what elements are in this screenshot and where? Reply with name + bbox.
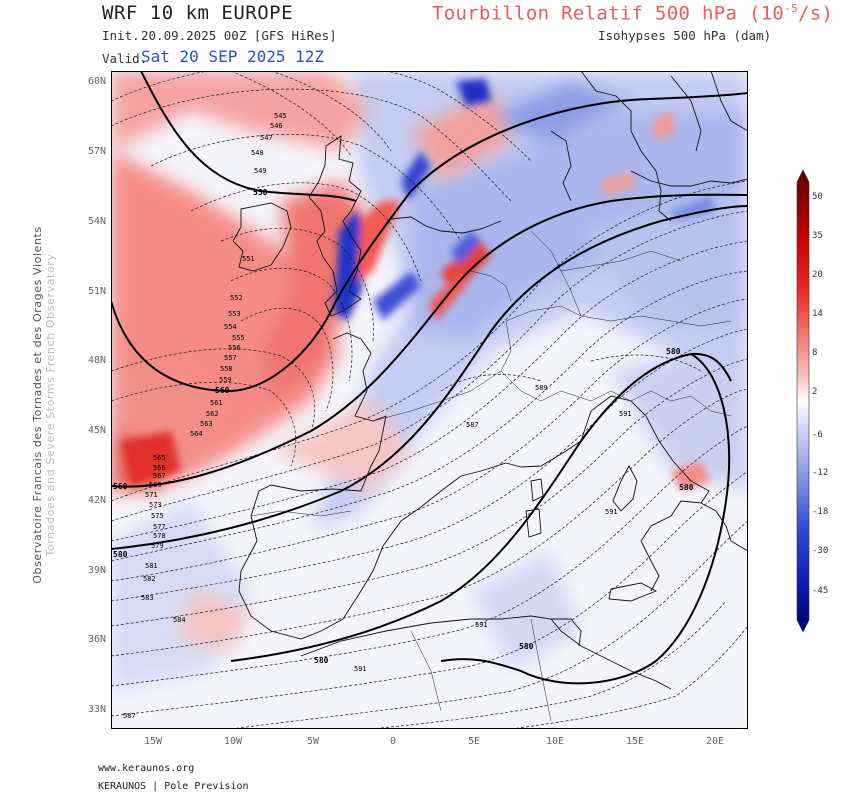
major-isohypses (111, 71, 748, 685)
lon-label-10e: 10E (545, 736, 565, 747)
contour-label: 551 (242, 255, 255, 263)
colorbar-label: -12 (812, 468, 829, 478)
colorbar-label: 35 (812, 231, 823, 241)
country-borders (250, 230, 732, 722)
contour-label-550: 550 (253, 188, 268, 197)
contour-label: 555 (232, 334, 245, 342)
contour-label: 589 (535, 384, 548, 392)
vorticity-map: 550 560 560 580 580 580 580 580 545 546 … (111, 71, 748, 729)
contour-label: 577 (153, 523, 166, 531)
contour-label: 549 (254, 167, 267, 175)
valid-label: Valid. (102, 51, 148, 66)
contour-label: 575 (151, 512, 164, 520)
lat-label-54n: 54N (87, 216, 106, 227)
credit-line-fr: Observatoire Francais des Tornades et de… (31, 226, 44, 584)
contour-label: 558 (220, 365, 233, 373)
minor-contour-labels: 545 546 547 548 549 551 552 553 554 555 … (123, 112, 632, 720)
colorbar-label: 8 (812, 348, 818, 358)
colorbar-label: -45 (812, 586, 829, 596)
minor-isohypses (111, 71, 748, 729)
lon-label-20e: 20E (705, 736, 725, 747)
contour-label: 581 (145, 562, 158, 570)
lon-label-15w: 15W (143, 736, 163, 747)
colorbar-label: -18 (812, 507, 829, 517)
contour-label: 554 (224, 323, 237, 331)
contour-label: 584 (173, 616, 186, 624)
colorbar-label: 20 (812, 270, 823, 280)
footer-url: www.keraunos.org (98, 763, 195, 774)
contour-label: 578 (153, 532, 166, 540)
init-value: 20.09.2025 00Z [GFS HiRes] (141, 28, 337, 43)
contour-label-580e: 580 (519, 642, 534, 651)
contour-label-560: 560 (215, 386, 230, 395)
contour-label: 591 (475, 621, 488, 629)
contour-label-580c: 580 (679, 483, 694, 492)
contour-label: 579 (151, 542, 164, 550)
colorbar-label: -6 (812, 430, 823, 440)
contour-label: 582 (143, 575, 156, 583)
colorbar-label: 14 (812, 309, 823, 319)
contour-label-560b: 560 (113, 482, 128, 491)
colorbar (796, 169, 810, 633)
contour-label: 557 (224, 354, 237, 362)
init-label: Init. (102, 28, 140, 43)
lat-label-39n: 39N (87, 565, 106, 576)
contour-label: 559 (219, 376, 232, 384)
contour-label: 583 (141, 594, 154, 602)
contour-label-580b: 580 (666, 347, 681, 356)
contour-label: 546 (270, 122, 283, 130)
contour-label: 591 (354, 665, 367, 673)
contour-label: 587 (466, 421, 479, 429)
contour-label: 587 (123, 712, 136, 720)
contour-label: 569 (149, 481, 162, 489)
contour-label: 548 (251, 149, 264, 157)
side-credit: Observatoire Francais des Tornades et de… (31, 205, 57, 605)
lat-label-42n: 42N (87, 495, 106, 506)
credit-line-en: Tornadoes and Severe Storms French Obser… (44, 253, 57, 557)
colorbar-label: 50 (812, 192, 823, 202)
contour-label: 552 (230, 294, 243, 302)
lon-label-0: 0 (389, 736, 397, 747)
major-contour-labels: 550 560 560 580 580 580 580 580 (113, 188, 694, 665)
contour-label: Isohypses 500 hPa (dam) (598, 28, 772, 43)
lat-label-60n: 60N (87, 76, 106, 87)
contour-label: 553 (228, 310, 241, 318)
contour-label: 561 (210, 399, 223, 407)
field-title: Tourbillon Relatif 500 hPa (10-5/s) (432, 2, 834, 25)
lon-label-15e: 15E (625, 736, 645, 747)
contour-label: 562 (206, 410, 219, 418)
contour-label: 567 (153, 472, 166, 480)
footer-brand: KERAUNOS | Pole Prevision (98, 781, 249, 792)
contour-label: 556 (228, 344, 241, 352)
contour-label-580: 580 (113, 550, 128, 559)
contour-label: 571 (145, 491, 158, 499)
contour-label: 547 (260, 134, 273, 142)
contour-label: 591 (619, 410, 632, 418)
vorticity-streaks (121, 79, 716, 491)
contour-label: 573 (149, 501, 162, 509)
lat-label-36n: 36N (87, 634, 106, 645)
contour-label: 563 (200, 420, 213, 428)
lon-label-5w: 5W (306, 736, 320, 747)
model-title: WRF 10 km EUROPE (102, 2, 294, 24)
contour-label: 565 (153, 454, 166, 462)
contour-label-580d: 580 (314, 656, 329, 665)
contour-label: 545 (274, 112, 287, 120)
lon-label-10w: 10W (223, 736, 243, 747)
contour-label: 566 (153, 464, 166, 472)
lat-label-45n: 45N (87, 425, 106, 436)
lat-label-33n: 33N (87, 704, 106, 715)
valid-date: Sat 20 SEP 2025 12Z (141, 47, 325, 66)
coastlines (232, 71, 748, 690)
colorbar-label: 2 (812, 387, 818, 397)
lat-label-48n: 48N (87, 355, 106, 366)
lon-label-5e: 5E (467, 736, 481, 747)
positive-vorticity-field (111, 71, 511, 651)
map-frame (111, 71, 748, 729)
colorbar-label: -30 (812, 546, 829, 556)
lat-label-51n: 51N (87, 286, 106, 297)
lat-label-57n: 57N (87, 146, 106, 157)
contour-label: 564 (190, 430, 203, 438)
contour-label: 591 (605, 508, 618, 516)
